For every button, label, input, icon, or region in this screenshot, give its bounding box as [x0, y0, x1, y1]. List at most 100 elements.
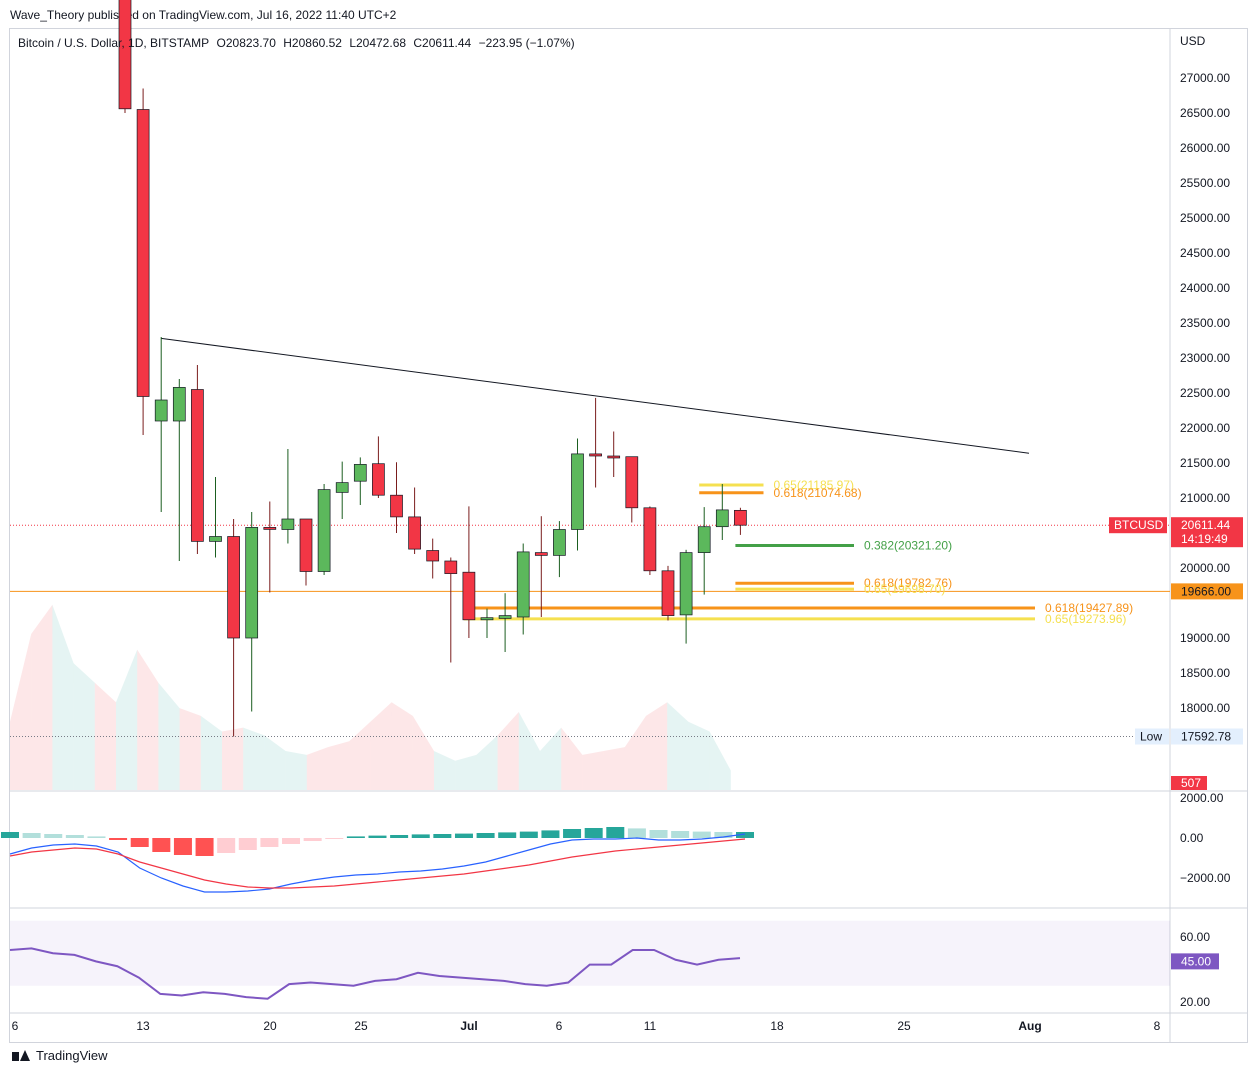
fib-level-label: 0.65(19698.70) — [864, 582, 945, 596]
rsi-band — [10, 920, 1170, 986]
macd-histogram-bar — [65, 835, 84, 838]
support-line-label: 19666.00 — [1181, 584, 1231, 598]
candle-body — [480, 617, 494, 621]
volume-area-segment — [31, 604, 53, 790]
candle-body — [697, 526, 711, 553]
price-tick-label: 25500.00 — [1180, 176, 1230, 190]
low-value-badge — [1171, 728, 1243, 745]
volume-area-segment — [709, 731, 731, 790]
macd-histogram-bar — [173, 838, 192, 855]
last-price-badge — [1171, 517, 1243, 548]
candle-body — [136, 109, 150, 397]
fib-level-label: 0.65(21185.97) — [774, 478, 855, 492]
macd-histogram-bar — [260, 838, 279, 847]
candle-body — [209, 536, 222, 542]
fib-level-label: 0.618(19782.76) — [864, 576, 952, 590]
price-tick-label: 22500.00 — [1180, 386, 1230, 400]
volume-area-segment — [603, 747, 625, 790]
ohlc-low: L20472.68 — [349, 36, 407, 50]
ohlc-change: −223.95 (−1.07%) — [478, 36, 575, 50]
price-tick-label: 26500.00 — [1180, 106, 1230, 120]
price-tick-label: 25000.00 — [1180, 211, 1230, 225]
macd-histogram-bar — [390, 835, 409, 838]
macd-histogram-bar — [109, 838, 128, 840]
candle-body — [553, 529, 566, 556]
countdown-label: 14:19:49 — [1181, 532, 1228, 546]
candle-body — [390, 494, 403, 518]
footer-brand[interactable]: TradingView — [12, 1048, 108, 1063]
price-tick-label: 22000.00 — [1180, 421, 1230, 435]
symbol-tag — [1109, 517, 1167, 534]
macd-histogram-bar — [541, 830, 560, 838]
macd-histogram-bar — [346, 836, 365, 838]
volume-area-segment — [476, 735, 498, 790]
candle-body — [281, 518, 295, 530]
candle-body — [462, 571, 476, 621]
volume-area-segment — [518, 712, 540, 790]
rsi-value-badge — [1171, 953, 1219, 970]
volume-area-segment — [52, 604, 74, 790]
candle-body — [299, 518, 313, 572]
volume-area-segment — [412, 715, 434, 790]
ohlc-close: C20611.44 — [413, 36, 472, 50]
volume-area-segment — [116, 649, 138, 790]
footer-brand-label: TradingView — [36, 1048, 108, 1063]
candle-body — [154, 399, 168, 422]
candle-body — [534, 552, 548, 556]
rsi-line — [9, 947, 741, 1000]
macd-axis-label: 0.00 — [1180, 831, 1204, 845]
price-tick-label: 27000.00 — [1180, 71, 1230, 85]
macd-histogram-bar — [303, 838, 322, 841]
macd-histogram-bar — [44, 834, 63, 838]
macd-histogram-bar — [22, 833, 41, 838]
volume-area-segment — [434, 751, 456, 790]
candle-body — [263, 527, 277, 530]
volume-area-segment — [243, 727, 265, 790]
candle-body — [734, 509, 747, 526]
rsi-axis-label: 20.00 — [1180, 995, 1210, 1009]
volume-area-segment — [179, 708, 201, 790]
candle-body — [444, 560, 458, 574]
low-tag-label: Low — [1140, 730, 1162, 744]
volume-area-segment — [222, 727, 244, 790]
time-tick-label: 6 — [556, 1019, 563, 1033]
macd-histogram-bar — [454, 833, 473, 838]
volume-area-segment — [10, 634, 32, 790]
candle-body — [408, 516, 421, 550]
candle-body — [516, 551, 530, 618]
time-tick-label: Aug — [1018, 1019, 1041, 1033]
macd-histogram-bar — [325, 838, 344, 839]
price-tick-label: 18500.00 — [1180, 666, 1230, 680]
support-line-badge — [1171, 583, 1243, 600]
macd-histogram-bar — [130, 838, 149, 847]
volume-area-segment — [582, 751, 604, 790]
volume-area-segment — [137, 649, 159, 790]
volume-area-segment — [200, 715, 222, 790]
rsi-value-label: 45.00 — [1181, 954, 1211, 968]
candle-body — [317, 489, 331, 572]
time-tick-label: 8 — [1154, 1019, 1161, 1033]
candle-body — [172, 387, 186, 422]
volume-area-segment — [646, 702, 668, 790]
macd-signal-line — [9, 838, 746, 889]
time-tick-label: 11 — [644, 1019, 657, 1033]
candle-body — [661, 570, 675, 616]
price-tick-label: 23000.00 — [1180, 351, 1230, 365]
time-tick-label: 18 — [770, 1019, 784, 1033]
price-tick-label: 18000.00 — [1180, 701, 1230, 715]
time-tick-label: Jul — [460, 1019, 477, 1033]
volume-area-segment — [328, 741, 350, 790]
fib-level-label: 0.618(21074.68) — [774, 486, 862, 500]
price-tick-label: 21000.00 — [1180, 491, 1230, 505]
trendline — [161, 337, 1030, 454]
candle-body — [589, 453, 602, 457]
publisher-line: Wave_Theory published on TradingView.com… — [10, 8, 397, 22]
price-tick-label: 21500.00 — [1180, 456, 1230, 470]
candle-body — [571, 453, 584, 530]
symbol-header: Bitcoin / U.S. Dollar, 1D, BITSTAMP O208… — [18, 36, 579, 50]
symbol-name: Bitcoin / U.S. Dollar, 1D, BITSTAMP — [18, 36, 210, 50]
price-tick-label: 23500.00 — [1180, 316, 1230, 330]
macd-line — [9, 833, 746, 893]
candle-body — [715, 509, 729, 528]
